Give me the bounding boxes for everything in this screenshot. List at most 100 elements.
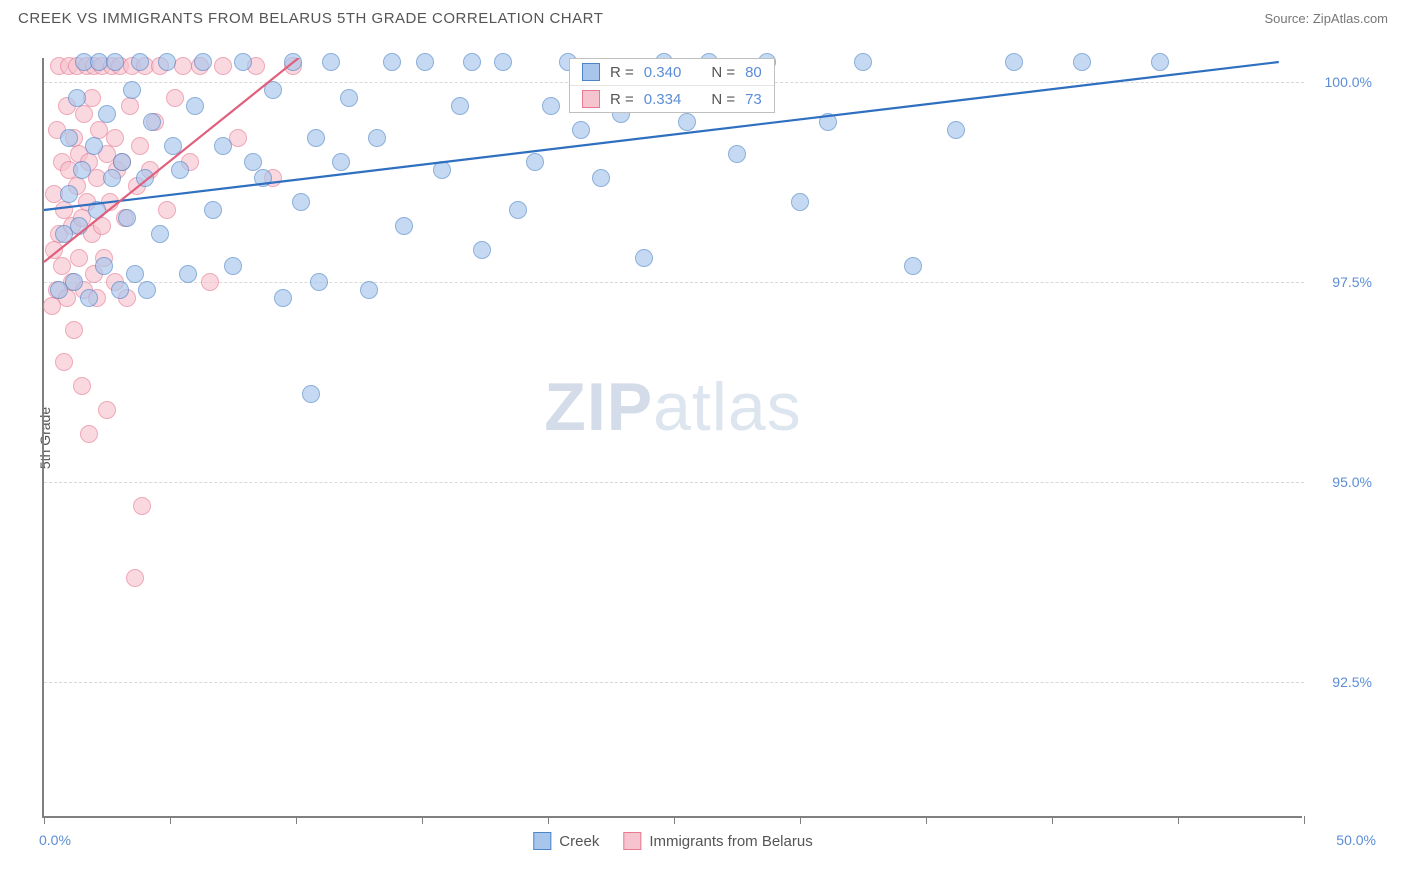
data-point-blue (118, 209, 136, 227)
data-point-blue (463, 53, 481, 71)
data-point-pink (103, 57, 121, 75)
x-tick (296, 816, 297, 824)
data-point-blue (542, 97, 560, 115)
legend-swatch-blue-icon (533, 832, 551, 850)
data-point-pink (118, 289, 136, 307)
data-point-pink (65, 321, 83, 339)
swatch-blue-icon (582, 63, 600, 81)
chart-container: 5th Grade ZIPatlas 92.5%95.0%97.5%100.0%… (42, 58, 1382, 818)
data-point-blue (60, 129, 78, 147)
data-point-pink (48, 281, 66, 299)
data-point-blue (95, 257, 113, 275)
data-point-pink (174, 57, 192, 75)
x-tick (1052, 816, 1053, 824)
data-point-blue (88, 201, 106, 219)
data-point-pink (101, 193, 119, 211)
data-point-pink (53, 257, 71, 275)
data-point-pink (73, 209, 91, 227)
data-point-pink (95, 249, 113, 267)
legend-label-pink: Immigrants from Belarus (649, 833, 812, 850)
data-point-blue (433, 161, 451, 179)
stats-legend-box: R = 0.340 N = 80 R = 0.334 N = 73 (569, 58, 775, 113)
data-point-blue (90, 53, 108, 71)
data-point-blue (819, 113, 837, 131)
data-point-pink (45, 185, 63, 203)
legend-label-blue: Creek (559, 833, 599, 850)
data-point-blue (204, 201, 222, 219)
data-point-blue (728, 145, 746, 163)
data-point-pink (68, 57, 86, 75)
data-point-blue (572, 121, 590, 139)
data-point-pink (55, 201, 73, 219)
data-point-blue (244, 153, 262, 171)
data-point-blue (75, 53, 93, 71)
data-point-blue (635, 249, 653, 267)
y-tick-label: 92.5% (1332, 674, 1372, 690)
data-point-blue (1151, 53, 1169, 71)
stats-row-blue: R = 0.340 N = 80 (570, 59, 774, 86)
data-point-pink (181, 153, 199, 171)
data-point-pink (136, 57, 154, 75)
data-point-pink (53, 153, 71, 171)
n-value-pink: 73 (745, 91, 762, 108)
data-point-pink (123, 57, 141, 75)
data-point-blue (131, 53, 149, 71)
y-tick-label: 97.5% (1332, 274, 1372, 290)
data-point-blue (383, 53, 401, 71)
data-point-pink (108, 161, 126, 179)
r-value-pink: 0.334 (644, 91, 682, 108)
x-tick (1304, 816, 1305, 824)
data-point-blue (854, 53, 872, 71)
gridline (44, 482, 1304, 483)
data-point-blue (332, 153, 350, 171)
data-point-pink (85, 265, 103, 283)
data-point-pink (146, 113, 164, 131)
x-tick (1178, 816, 1179, 824)
data-point-pink (106, 129, 124, 147)
gridline (44, 682, 1304, 683)
data-point-blue (494, 53, 512, 71)
y-tick-label: 95.0% (1332, 474, 1372, 490)
data-point-pink (284, 57, 302, 75)
data-point-pink (116, 209, 134, 227)
data-point-blue (73, 161, 91, 179)
data-point-pink (50, 225, 68, 243)
data-point-blue (224, 257, 242, 275)
n-label: N = (711, 64, 735, 81)
data-point-blue (1073, 53, 1091, 71)
data-point-blue (194, 53, 212, 71)
data-point-pink (50, 57, 68, 75)
data-point-blue (103, 169, 121, 187)
data-point-blue (254, 169, 272, 187)
data-point-pink (75, 281, 93, 299)
data-point-blue (126, 265, 144, 283)
x-tick (674, 816, 675, 824)
data-point-blue (68, 89, 86, 107)
data-point-blue (292, 193, 310, 211)
data-point-pink (80, 425, 98, 443)
data-point-blue (592, 169, 610, 187)
data-point-pink (68, 177, 86, 195)
r-value-blue: 0.340 (644, 64, 682, 81)
data-point-pink (151, 57, 169, 75)
data-point-pink (63, 217, 81, 235)
data-point-pink (88, 169, 106, 187)
data-point-blue (111, 281, 129, 299)
data-point-blue (214, 137, 232, 155)
data-point-pink (264, 169, 282, 187)
data-point-blue (85, 137, 103, 155)
r-label: R = (610, 91, 634, 108)
data-point-blue (1005, 53, 1023, 71)
data-point-blue (526, 153, 544, 171)
data-point-pink (93, 57, 111, 75)
x-tick (926, 816, 927, 824)
data-point-blue (113, 153, 131, 171)
x-tick (44, 816, 45, 824)
data-point-pink (70, 145, 88, 163)
data-point-pink (73, 377, 91, 395)
data-point-blue (158, 53, 176, 71)
data-point-pink (229, 129, 247, 147)
data-point-blue (179, 265, 197, 283)
chart-title: CREEK VS IMMIGRANTS FROM BELARUS 5TH GRA… (18, 10, 603, 27)
n-label: N = (711, 91, 735, 108)
